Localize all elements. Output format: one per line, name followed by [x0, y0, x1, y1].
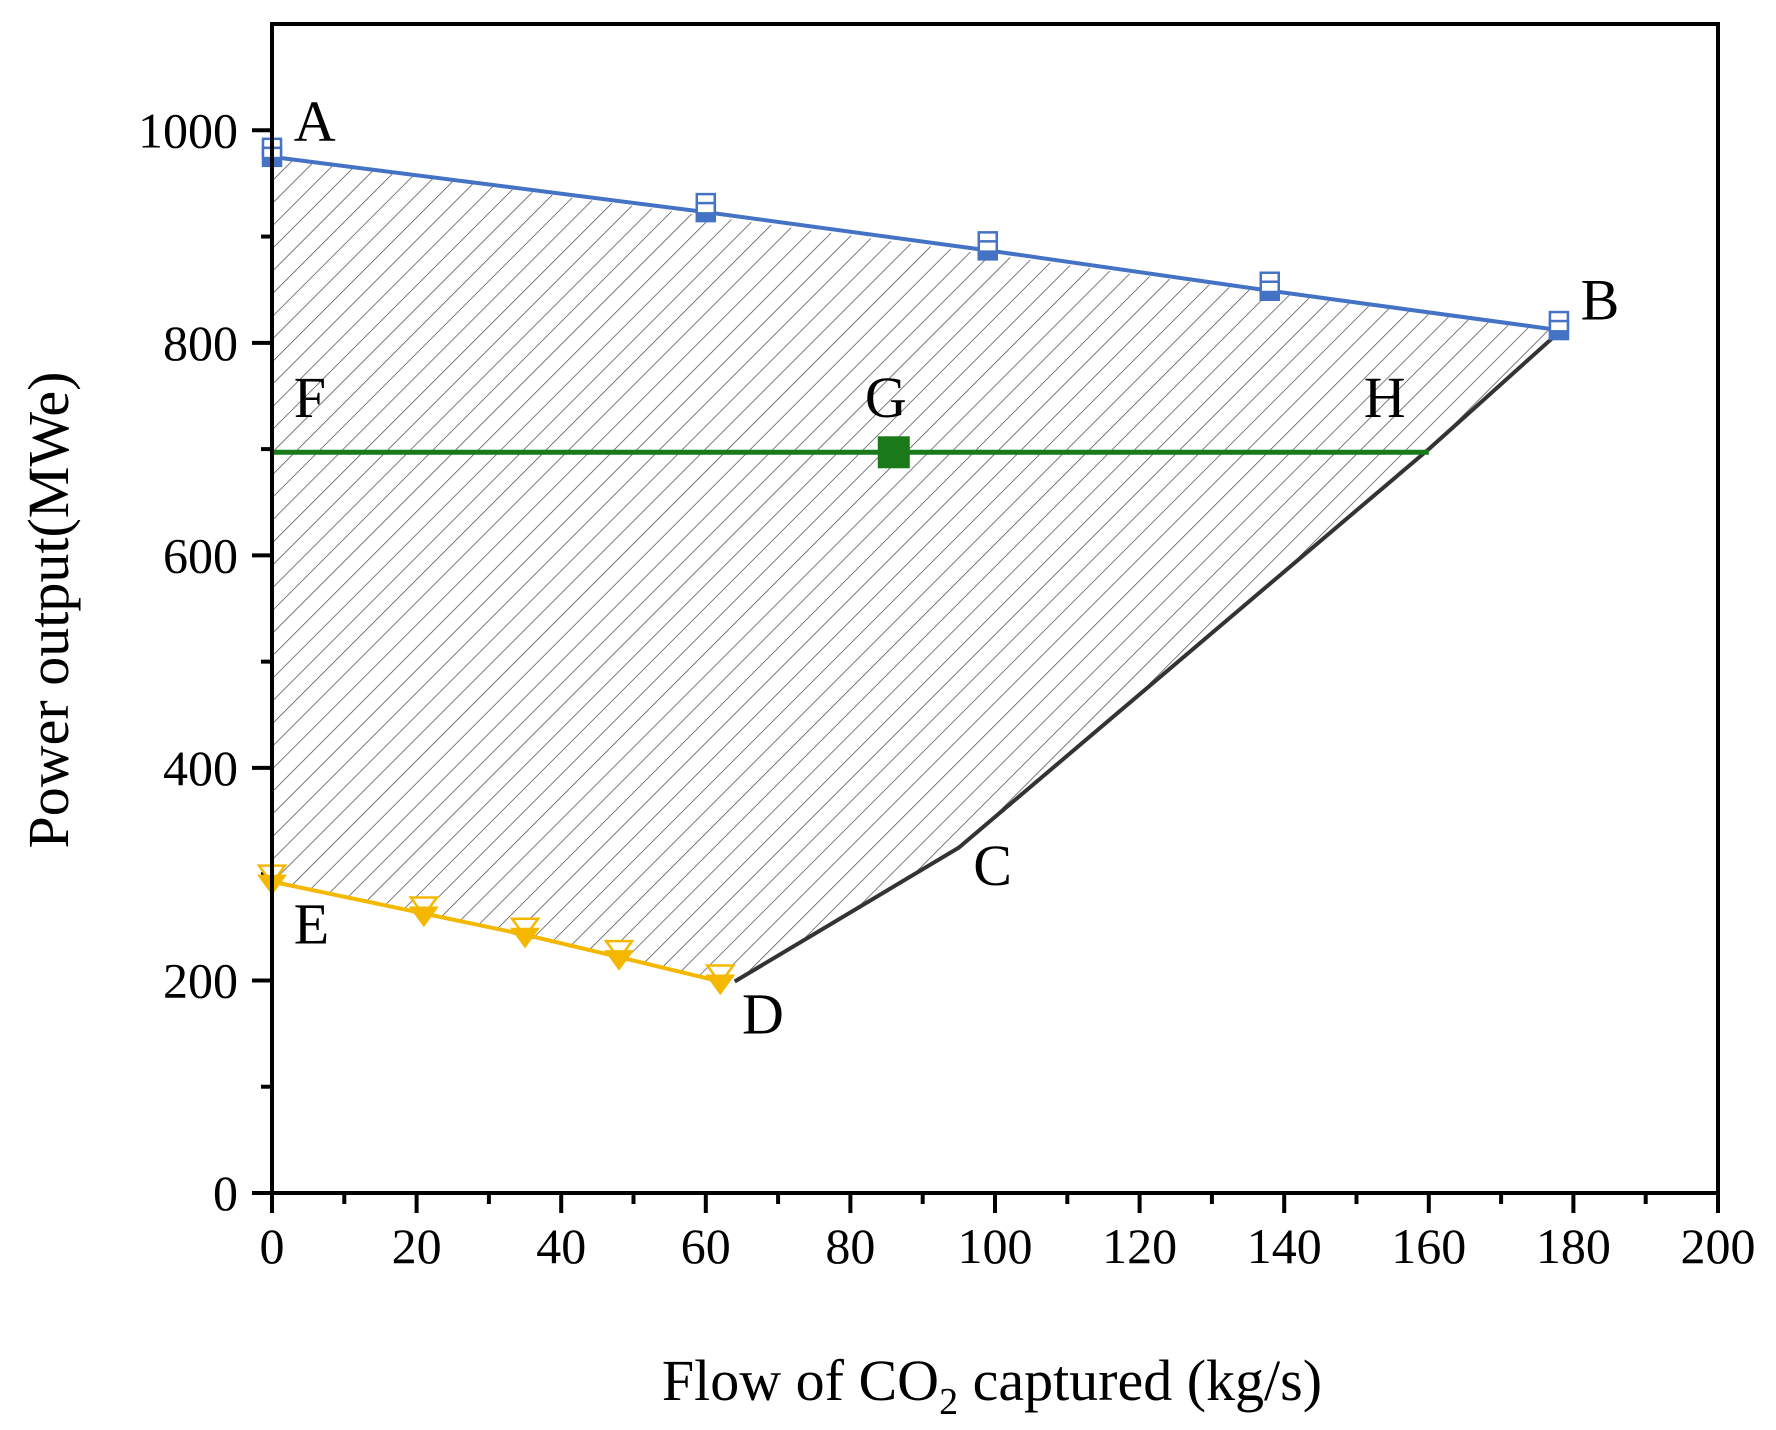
y-tick-label: 1000	[138, 102, 238, 158]
point-label-b: B	[1581, 267, 1620, 332]
x-tick-label: 160	[1391, 1218, 1466, 1274]
series-marker-upper	[695, 192, 717, 223]
x-tick-label: 80	[825, 1218, 875, 1274]
x-tick-label: 120	[1102, 1218, 1177, 1274]
x-tick-label: 0	[260, 1218, 285, 1274]
series-marker-lower	[509, 917, 541, 949]
x-tick-label: 140	[1247, 1218, 1322, 1274]
point-label-c: C	[973, 833, 1012, 898]
series-marker-upper	[1548, 310, 1570, 341]
tick-labels: 0 20 40 60 80 100 120 140 160 180 200 0 200 400 600 800…	[138, 102, 1756, 1274]
x-axis-title-subscript: 2	[939, 1381, 958, 1423]
x-tick-label: 180	[1536, 1218, 1611, 1274]
point-label-e: E	[294, 891, 329, 956]
x-tick-label: 20	[392, 1218, 442, 1274]
x-axis-title-prefix: Flow of CO	[662, 1348, 939, 1413]
point-label-a: A	[294, 89, 336, 154]
point-g-marker	[877, 436, 910, 469]
series-marker-upper	[1259, 271, 1280, 301]
y-axis-title: Power output(MWe)	[16, 372, 81, 849]
plot-frame	[270, 22, 1720, 1195]
y-tick-label: 0	[213, 1165, 238, 1221]
series-marker-lower	[603, 939, 635, 971]
x-axis-title: Flow of CO2 captured (kg/s)	[662, 1348, 1322, 1423]
point-labels: A B C D E F G H	[294, 89, 1620, 1047]
point-label-f: F	[294, 365, 326, 430]
y-tick-label: 600	[163, 527, 238, 583]
series-marker-upper	[977, 231, 999, 261]
x-tick-label: 60	[681, 1218, 731, 1274]
x-axis-title-suffix: captured (kg/s)	[958, 1348, 1322, 1413]
point-label-h: H	[1364, 365, 1406, 430]
point-label-g: G	[865, 365, 907, 430]
series-marker-lower	[408, 896, 440, 928]
x-tick-label: 200	[1681, 1218, 1756, 1274]
y-tick-label: 200	[163, 952, 238, 1008]
series-marker-lower	[704, 964, 736, 996]
y-tick-label: 400	[163, 740, 238, 796]
y-tick-label: 800	[163, 315, 238, 371]
x-tick-label: 100	[958, 1218, 1033, 1274]
point-label-d: D	[742, 982, 784, 1047]
feasible-region	[272, 156, 1559, 984]
x-tick-label: 40	[536, 1218, 586, 1274]
series-line-boundary	[733, 330, 1561, 984]
